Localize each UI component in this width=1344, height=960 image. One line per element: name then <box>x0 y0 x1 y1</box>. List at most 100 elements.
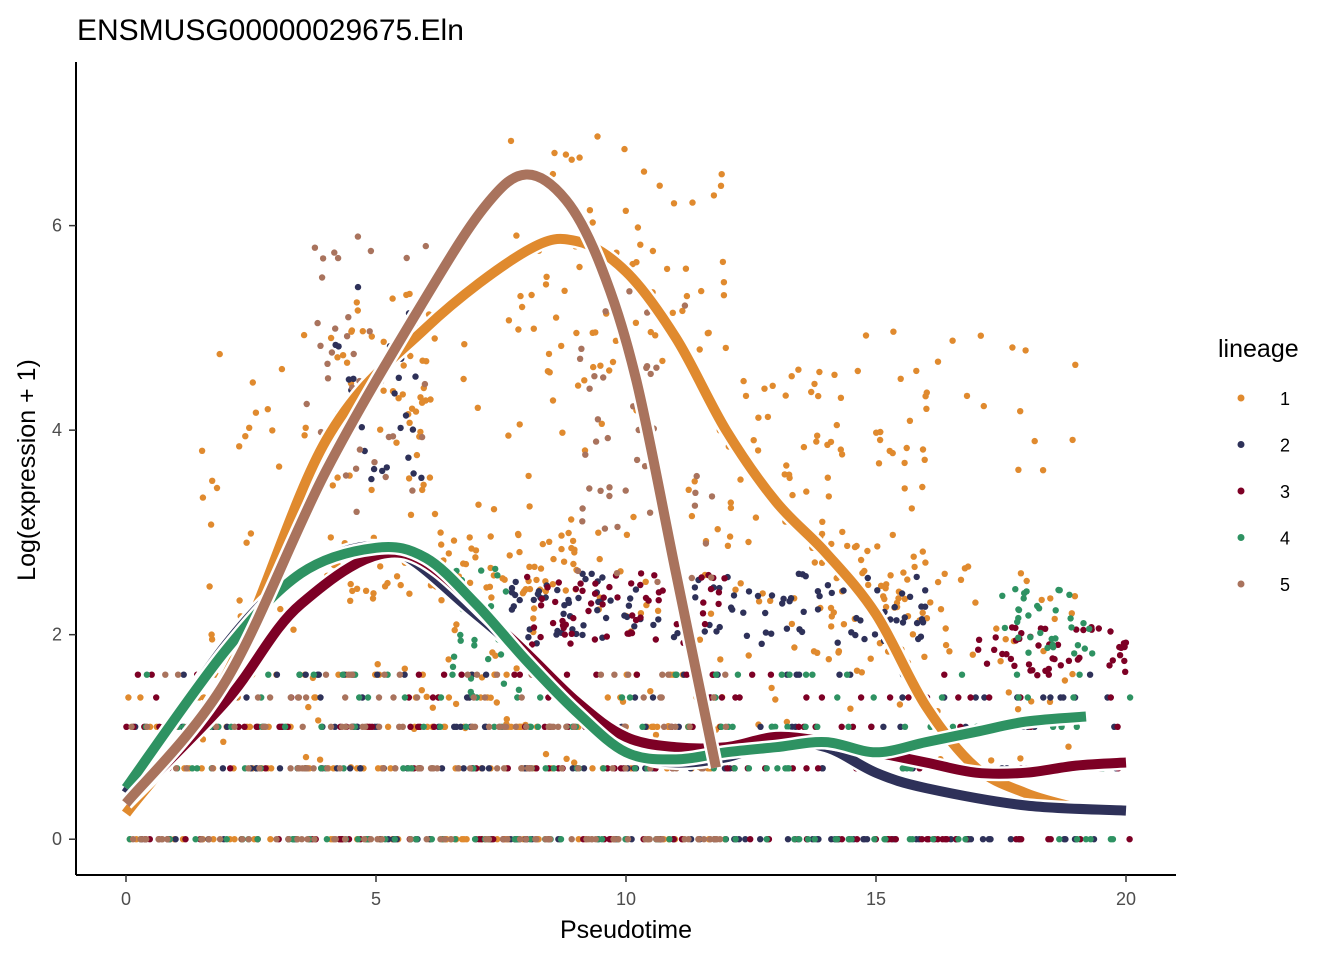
point-lineage-5 <box>129 836 137 843</box>
y-tick-label: 6 <box>52 216 62 236</box>
point-lineage-2 <box>530 596 537 604</box>
point-lineage-1 <box>670 200 678 207</box>
point-lineage-5 <box>399 723 406 730</box>
point-lineage-5 <box>579 505 586 512</box>
point-lineage-1 <box>413 451 421 459</box>
point-lineage-3 <box>567 640 574 647</box>
point-lineage-2 <box>625 602 633 609</box>
point-lineage-5 <box>643 364 650 371</box>
point-lineage-4 <box>1048 635 1055 643</box>
point-lineage-2 <box>317 694 324 701</box>
point-lineage-2 <box>861 635 868 643</box>
point-lineage-2 <box>891 603 898 611</box>
point-lineage-5 <box>594 416 602 423</box>
point-lineage-3 <box>593 671 600 678</box>
point-lineage-3 <box>1029 667 1036 674</box>
point-lineage-1 <box>754 447 762 454</box>
point-lineage-3 <box>415 671 423 678</box>
point-lineage-1 <box>1031 437 1038 445</box>
point-lineage-1 <box>654 607 662 614</box>
point-lineage-1 <box>647 688 654 695</box>
point-lineage-4 <box>870 694 877 701</box>
point-lineage-2 <box>383 464 390 471</box>
point-lineage-5 <box>254 694 262 701</box>
point-lineage-1 <box>656 182 663 189</box>
point-lineage-5 <box>294 694 302 701</box>
point-lineage-3 <box>1073 626 1080 633</box>
point-lineage-3 <box>718 694 726 701</box>
point-lineage-5 <box>245 836 252 843</box>
point-lineage-1 <box>437 529 444 536</box>
point-lineage-2 <box>786 598 793 605</box>
point-lineage-5 <box>343 333 351 340</box>
point-lineage-5 <box>570 723 578 730</box>
point-lineage-2 <box>561 602 568 609</box>
point-lineage-5 <box>658 836 666 843</box>
point-lineage-4 <box>391 836 398 843</box>
point-lineage-2 <box>919 619 927 626</box>
point-lineage-1 <box>727 504 735 512</box>
point-lineage-1 <box>717 656 724 663</box>
point-lineage-1 <box>563 755 570 762</box>
point-lineage-3 <box>888 836 895 843</box>
point-lineage-1 <box>864 547 871 555</box>
point-lineage-1 <box>353 299 360 306</box>
point-lineage-4 <box>405 765 412 772</box>
point-lineage-1 <box>977 332 984 339</box>
point-lineage-1 <box>516 421 523 428</box>
point-lineage-5 <box>327 723 335 730</box>
point-lineage-5 <box>622 765 629 772</box>
point-lineage-1 <box>980 402 987 410</box>
point-lineage-3 <box>1122 639 1130 646</box>
point-lineage-1 <box>209 477 216 484</box>
point-lineage-1 <box>575 836 582 843</box>
point-lineage-3 <box>992 634 999 641</box>
legend-label-1: 1 <box>1280 389 1290 409</box>
point-lineage-3 <box>253 723 260 730</box>
point-lineage-1 <box>137 694 144 701</box>
point-lineage-4 <box>193 765 201 772</box>
point-lineage-5 <box>485 836 493 843</box>
point-lineage-3 <box>1054 641 1062 648</box>
point-lineage-1 <box>598 420 605 427</box>
point-lineage-2 <box>655 616 662 623</box>
point-lineage-4 <box>1081 645 1089 652</box>
point-lineage-1 <box>395 395 402 402</box>
point-lineage-5 <box>681 836 688 843</box>
point-lineage-5 <box>658 694 665 701</box>
point-lineage-5 <box>137 836 144 843</box>
point-lineage-1 <box>707 610 715 617</box>
point-lineage-2 <box>897 723 904 730</box>
point-lineage-2 <box>853 614 860 622</box>
point-lineage-1 <box>125 694 132 701</box>
point-lineage-5 <box>522 836 530 843</box>
point-lineage-1 <box>597 362 604 369</box>
point-lineage-1 <box>513 232 520 239</box>
point-lineage-2 <box>335 343 342 350</box>
point-lineage-1 <box>334 354 341 361</box>
point-lineage-1 <box>208 631 215 638</box>
point-lineage-2 <box>535 588 543 595</box>
point-lineage-3 <box>698 574 705 581</box>
point-lineage-4 <box>296 671 303 678</box>
point-lineage-5 <box>613 570 621 577</box>
point-lineage-4 <box>845 723 852 730</box>
point-lineage-1 <box>231 836 238 843</box>
point-lineage-5 <box>700 836 708 843</box>
point-lineage-4 <box>310 671 317 678</box>
point-lineage-4 <box>437 723 444 730</box>
point-lineage-5 <box>314 319 321 327</box>
point-lineage-3 <box>600 594 607 601</box>
point-lineage-1 <box>696 636 704 643</box>
point-lineage-4 <box>639 723 646 730</box>
point-lineage-1 <box>445 656 452 663</box>
point-lineage-5 <box>597 671 605 678</box>
point-lineage-3 <box>1116 652 1124 659</box>
point-lineage-5 <box>640 694 647 701</box>
point-lineage-1 <box>302 424 309 431</box>
point-lineage-1 <box>630 513 637 521</box>
point-lineage-1 <box>1069 670 1076 678</box>
point-lineage-1 <box>1072 361 1079 368</box>
point-lineage-2 <box>758 640 765 647</box>
point-lineage-3 <box>1114 723 1121 730</box>
